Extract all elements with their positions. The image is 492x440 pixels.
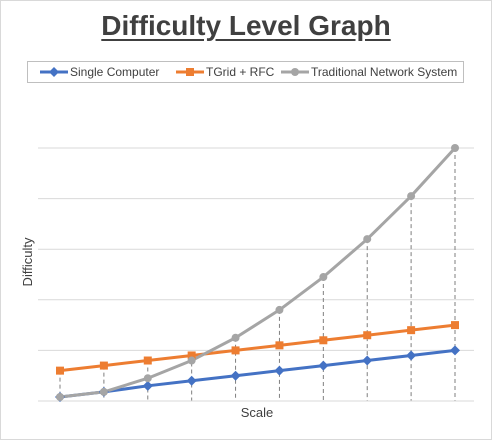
series-markers	[55, 144, 460, 402]
y-axis-label: Difficulty	[20, 237, 35, 286]
drop-lines	[59, 148, 456, 401]
chart-legend: Single Computer TGrid + RFC Traditional …	[27, 61, 464, 83]
data-point	[142, 380, 153, 391]
data-point	[275, 341, 284, 350]
x-axis-label: Scale	[241, 405, 274, 420]
data-point	[275, 305, 284, 314]
legend-marker-traditional-network	[281, 68, 309, 76]
data-point	[99, 361, 108, 370]
data-point	[230, 370, 241, 381]
data-point	[56, 366, 64, 375]
data-point	[319, 273, 328, 282]
data-point	[231, 333, 240, 342]
data-point	[99, 387, 108, 396]
series-line	[59, 348, 456, 399]
data-point	[187, 351, 196, 360]
data-point	[187, 356, 196, 365]
data-point	[362, 355, 373, 366]
data-point	[143, 374, 152, 383]
data-point	[363, 331, 372, 340]
data-point	[363, 235, 372, 244]
data-point	[274, 365, 285, 376]
data-point	[318, 360, 329, 371]
data-point	[231, 346, 240, 355]
data-point	[407, 192, 416, 201]
data-point	[186, 375, 197, 386]
series-line	[59, 146, 457, 399]
data-point	[450, 345, 460, 356]
data-point	[56, 392, 64, 401]
data-point	[451, 144, 459, 152]
series-lines	[59, 146, 457, 399]
legend-marker-single-computer	[40, 67, 68, 77]
data-point	[319, 336, 328, 345]
legend-label-tgrid-rfc: TGrid + RFC	[206, 65, 275, 79]
legend-label-single-computer: Single Computer	[70, 65, 160, 79]
data-point	[407, 326, 416, 335]
data-point	[143, 356, 152, 365]
legend-marker-tgrid-rfc	[176, 68, 204, 76]
data-point	[451, 321, 459, 330]
legend-label-traditional-network: Traditional Network System	[311, 65, 458, 79]
chart-title: Difficulty Level Graph	[101, 10, 391, 41]
data-point	[406, 350, 417, 361]
series-line	[59, 323, 456, 373]
gridlines	[38, 147, 474, 351]
